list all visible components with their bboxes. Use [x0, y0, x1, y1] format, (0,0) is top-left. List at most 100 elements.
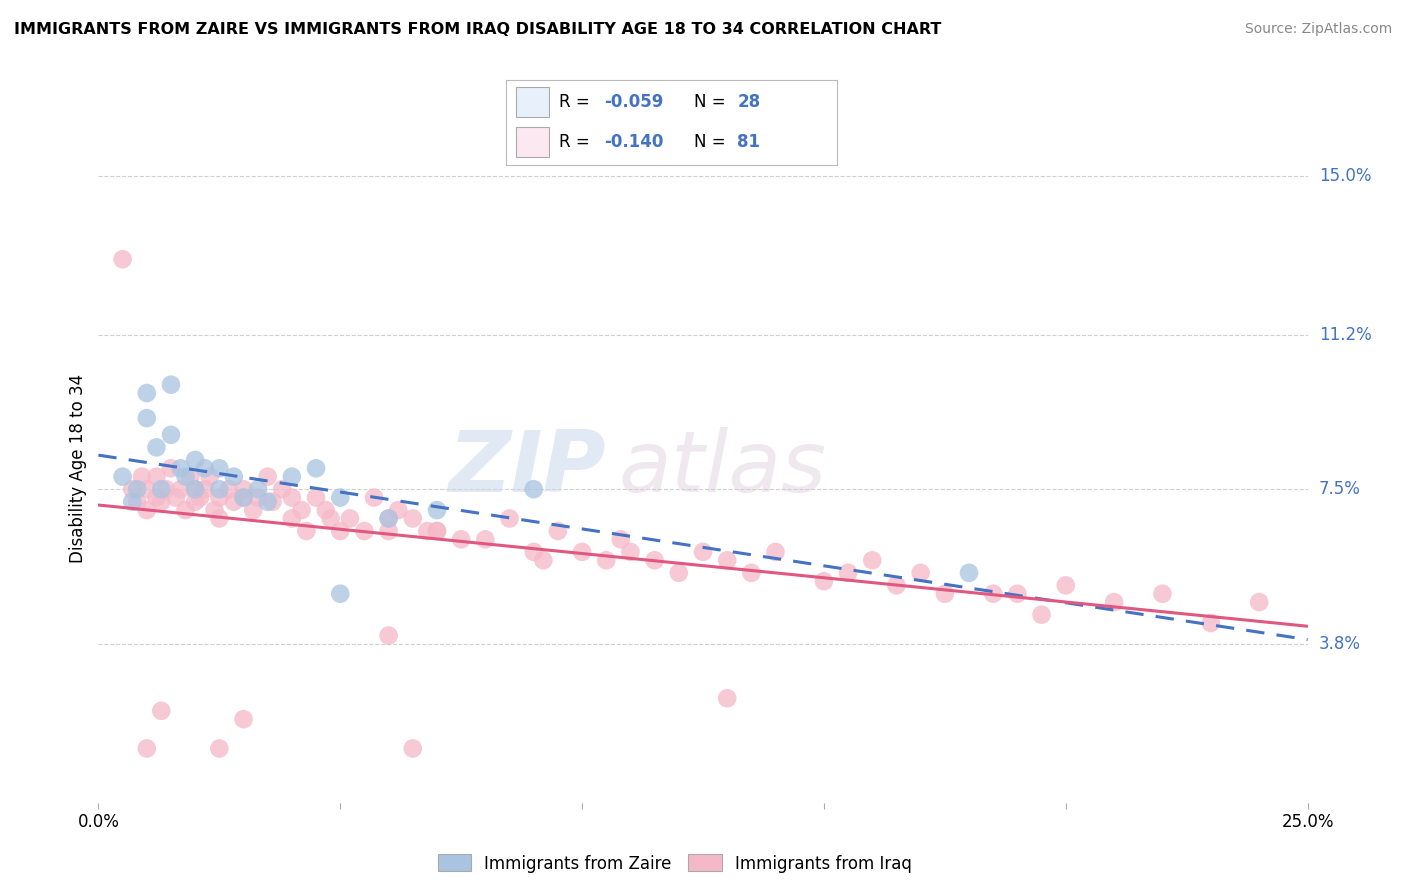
Point [256, 469, 278, 483]
Text: IMMIGRANTS FROM ZAIRE VS IMMIGRANTS FROM IRAQ DISABILITY AGE 18 TO 34 CORRELATIO: IMMIGRANTS FROM ZAIRE VS IMMIGRANTS FROM… [14, 22, 942, 37]
Point [305, 491, 328, 505]
Point [981, 587, 1004, 601]
Point [232, 491, 254, 505]
Point [232, 482, 254, 496]
Point [179, 469, 201, 483]
Point [198, 469, 221, 483]
Point [315, 503, 337, 517]
Text: 15.0%: 15.0% [1319, 167, 1371, 185]
Point [377, 511, 399, 525]
Point [402, 511, 425, 525]
Point [135, 386, 157, 401]
Point [571, 545, 593, 559]
Point [208, 511, 231, 525]
Point [208, 482, 231, 496]
Point [135, 482, 157, 496]
Point [174, 469, 197, 483]
Point [131, 469, 153, 483]
Point [218, 482, 240, 496]
Point [127, 482, 149, 496]
Point [1152, 587, 1174, 601]
Text: R =: R = [560, 133, 595, 151]
Point [160, 461, 183, 475]
Point [547, 524, 569, 538]
Point [644, 553, 666, 567]
Point [204, 503, 226, 517]
Point [692, 545, 714, 559]
Point [184, 482, 207, 496]
Point [426, 524, 449, 538]
Legend: Immigrants from Zaire, Immigrants from Iraq: Immigrants from Zaire, Immigrants from I… [432, 847, 918, 880]
Text: ZIP: ZIP [449, 426, 606, 510]
Point [145, 491, 167, 505]
Point [184, 453, 207, 467]
Point [145, 441, 167, 455]
Text: 81: 81 [737, 133, 761, 151]
Point [1199, 615, 1222, 630]
Point [295, 524, 318, 538]
Text: Source: ZipAtlas.com: Source: ZipAtlas.com [1244, 22, 1392, 37]
Point [523, 482, 546, 496]
Point [305, 461, 328, 475]
Point [450, 533, 472, 547]
Point [232, 712, 254, 726]
Point [523, 545, 546, 559]
Point [619, 545, 641, 559]
Point [184, 495, 207, 509]
Point [1102, 595, 1125, 609]
Point [595, 553, 617, 567]
Text: R =: R = [560, 93, 595, 111]
Point [150, 495, 173, 509]
Point [765, 545, 787, 559]
Point [256, 495, 278, 509]
Point [329, 491, 352, 505]
Point [169, 461, 191, 475]
Point [281, 469, 304, 483]
Point [242, 503, 264, 517]
Point [232, 491, 254, 505]
Point [135, 741, 157, 756]
Point [837, 566, 859, 580]
Point [426, 524, 449, 538]
Point [402, 741, 425, 756]
Point [194, 461, 217, 475]
Text: -0.140: -0.140 [603, 133, 664, 151]
Point [135, 411, 157, 425]
Point [1031, 607, 1053, 622]
FancyBboxPatch shape [516, 87, 550, 117]
Text: N =: N = [695, 93, 731, 111]
Point [208, 491, 231, 505]
Point [121, 482, 143, 496]
Point [910, 566, 932, 580]
Point [426, 503, 449, 517]
Point [1054, 578, 1077, 592]
Point [174, 503, 197, 517]
Point [222, 495, 245, 509]
Point [160, 377, 183, 392]
Text: -0.059: -0.059 [603, 93, 664, 111]
Point [165, 491, 187, 505]
Point [1007, 587, 1029, 601]
Point [1249, 595, 1271, 609]
Point [860, 553, 883, 567]
Text: 7.5%: 7.5% [1319, 480, 1361, 499]
Text: 11.2%: 11.2% [1319, 326, 1371, 343]
FancyBboxPatch shape [516, 127, 550, 157]
Point [155, 482, 177, 496]
Point [377, 511, 399, 525]
Point [135, 503, 157, 517]
Point [377, 524, 399, 538]
Point [716, 553, 738, 567]
Point [188, 491, 211, 505]
Y-axis label: Disability Age 18 to 34: Disability Age 18 to 34 [69, 374, 87, 563]
Point [222, 469, 245, 483]
Point [145, 469, 167, 483]
Point [474, 533, 496, 547]
Point [150, 704, 173, 718]
Point [184, 482, 207, 496]
Point [127, 495, 149, 509]
Point [610, 533, 633, 547]
Point [740, 566, 762, 580]
Point [281, 511, 304, 525]
Point [194, 482, 217, 496]
